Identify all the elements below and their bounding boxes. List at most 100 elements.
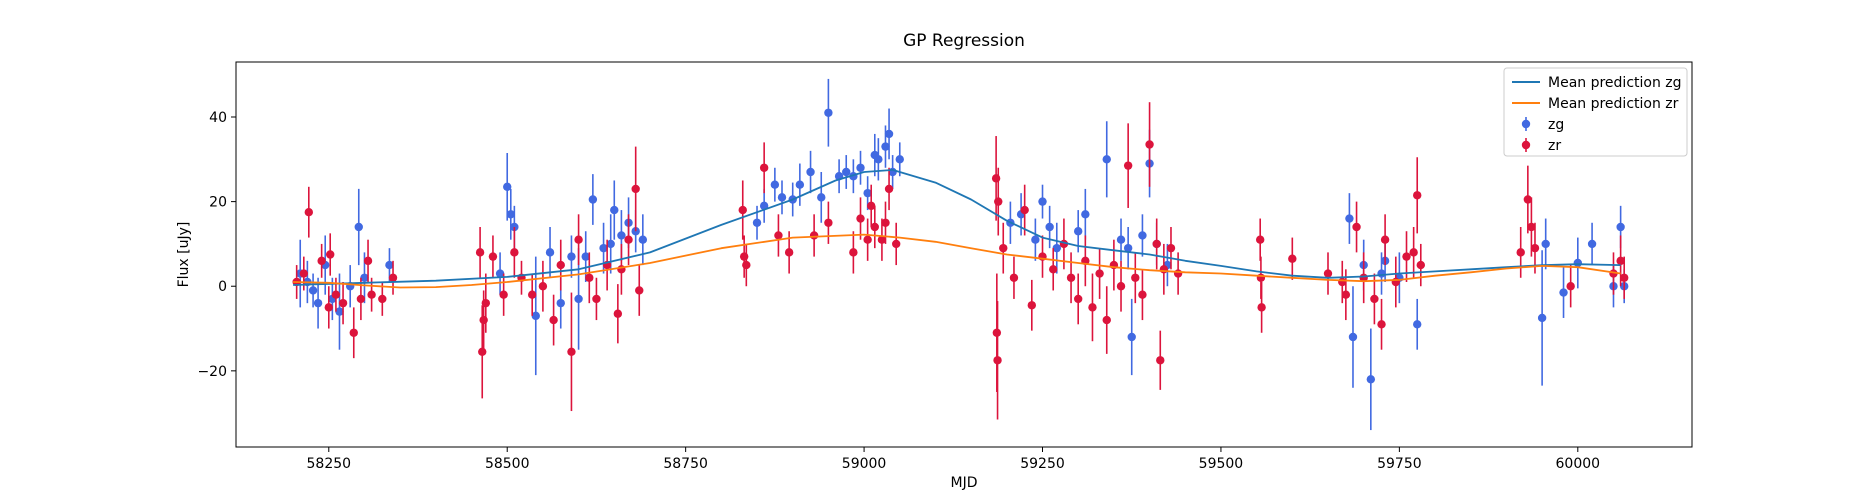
zr-point <box>1027 301 1037 310</box>
zr-point <box>870 222 879 232</box>
zr-point <box>863 235 872 244</box>
zg-point <box>1541 239 1550 249</box>
zr-point <box>499 290 508 299</box>
zr-point <box>1102 315 1111 325</box>
zg-point <box>1537 313 1547 323</box>
x-tick-label: 59250 <box>1020 456 1065 472</box>
zr-point <box>774 231 783 240</box>
zr-point <box>1523 195 1533 204</box>
zg-point <box>817 193 826 202</box>
zr-point <box>624 235 633 244</box>
zr-point <box>324 303 333 312</box>
zr-point <box>1088 303 1097 312</box>
zg-point <box>574 294 583 304</box>
zg-point <box>617 231 626 240</box>
y-tick-label: 40 <box>209 110 227 126</box>
zr-point <box>567 347 576 357</box>
zr-point <box>999 243 1008 253</box>
zr-point <box>1131 273 1140 282</box>
zr-point <box>510 248 519 257</box>
legend-box <box>1503 67 1688 157</box>
zg-point <box>752 218 762 227</box>
x-axis-label: MJD <box>951 475 978 491</box>
zg-point <box>545 248 555 257</box>
zr-point <box>824 218 833 227</box>
zg-point <box>881 142 890 151</box>
zg-point <box>556 298 565 308</box>
zr-point <box>481 298 491 308</box>
zg-point <box>495 269 505 278</box>
zr-point <box>1156 356 1165 365</box>
zr-point <box>1145 140 1154 149</box>
series-zg <box>296 78 1629 431</box>
zr-point <box>1116 282 1126 291</box>
zr-point <box>388 273 398 282</box>
zg-point <box>884 129 894 139</box>
zr-point <box>1402 252 1411 261</box>
zg-point <box>759 201 769 211</box>
y-tick-label: 0 <box>218 279 227 295</box>
y-axis-label: Flux [uJy] <box>176 222 192 288</box>
zr-point <box>1370 294 1379 304</box>
zr-point <box>891 239 901 249</box>
zr-point <box>527 290 537 299</box>
axes-frame <box>235 61 1693 448</box>
zr-point <box>1173 269 1183 278</box>
zr-point <box>585 273 594 282</box>
zr-point <box>338 298 348 308</box>
zg-point <box>1366 375 1376 384</box>
zr-point <box>475 248 485 257</box>
zg-point <box>1031 235 1040 244</box>
zr-point <box>631 184 640 194</box>
zg-point <box>1081 210 1090 219</box>
zg-point <box>1345 214 1354 223</box>
zg-point <box>842 167 851 177</box>
x-tick-label: 60000 <box>1556 456 1601 472</box>
zr-point <box>635 286 644 295</box>
zg-point <box>385 260 394 270</box>
zr-point <box>809 231 819 240</box>
zr-point <box>488 252 498 261</box>
zr-point <box>1530 243 1540 253</box>
zr-point <box>1049 265 1058 274</box>
zr-point <box>877 235 887 244</box>
zg-point <box>1587 239 1597 249</box>
zr-point <box>1341 290 1351 299</box>
zg-point <box>795 180 805 189</box>
zr-point <box>1288 254 1297 263</box>
zg-point <box>856 163 865 172</box>
y-tick-label: −20 <box>197 364 227 380</box>
zg-point <box>1102 155 1111 164</box>
zg-point <box>1573 258 1583 268</box>
zr-point <box>1566 282 1575 291</box>
zg-point <box>824 108 833 117</box>
zg-point <box>777 193 787 202</box>
legend-label: Mean prediction zr <box>1548 96 1679 112</box>
zg-point <box>895 155 904 164</box>
zr-point <box>1619 273 1629 282</box>
zr-point <box>784 248 794 257</box>
zg-point <box>1052 243 1061 253</box>
zr-point <box>356 294 366 304</box>
zr-point <box>538 282 548 291</box>
zg-point <box>506 210 515 219</box>
zr-point <box>1009 273 1019 282</box>
series-line-Mean-prediction-zg <box>293 169 1621 286</box>
zg-point <box>770 180 780 189</box>
zr-point <box>1257 303 1266 312</box>
x-tick-label: 59000 <box>842 456 887 472</box>
zr-point <box>1516 248 1525 257</box>
plot-area <box>292 78 1629 431</box>
zg-point <box>606 239 615 249</box>
legend-label: Mean prediction zg <box>1548 75 1682 91</box>
zr-point <box>1527 222 1536 232</box>
zr-point <box>304 207 313 217</box>
y-axis: −20 0 20 40 <box>197 110 236 380</box>
zr-point <box>299 269 309 278</box>
zr-point <box>349 328 358 337</box>
zr-point <box>759 163 769 172</box>
zg-point <box>360 273 369 282</box>
zg-point <box>599 243 608 253</box>
zr-point <box>1159 265 1169 274</box>
